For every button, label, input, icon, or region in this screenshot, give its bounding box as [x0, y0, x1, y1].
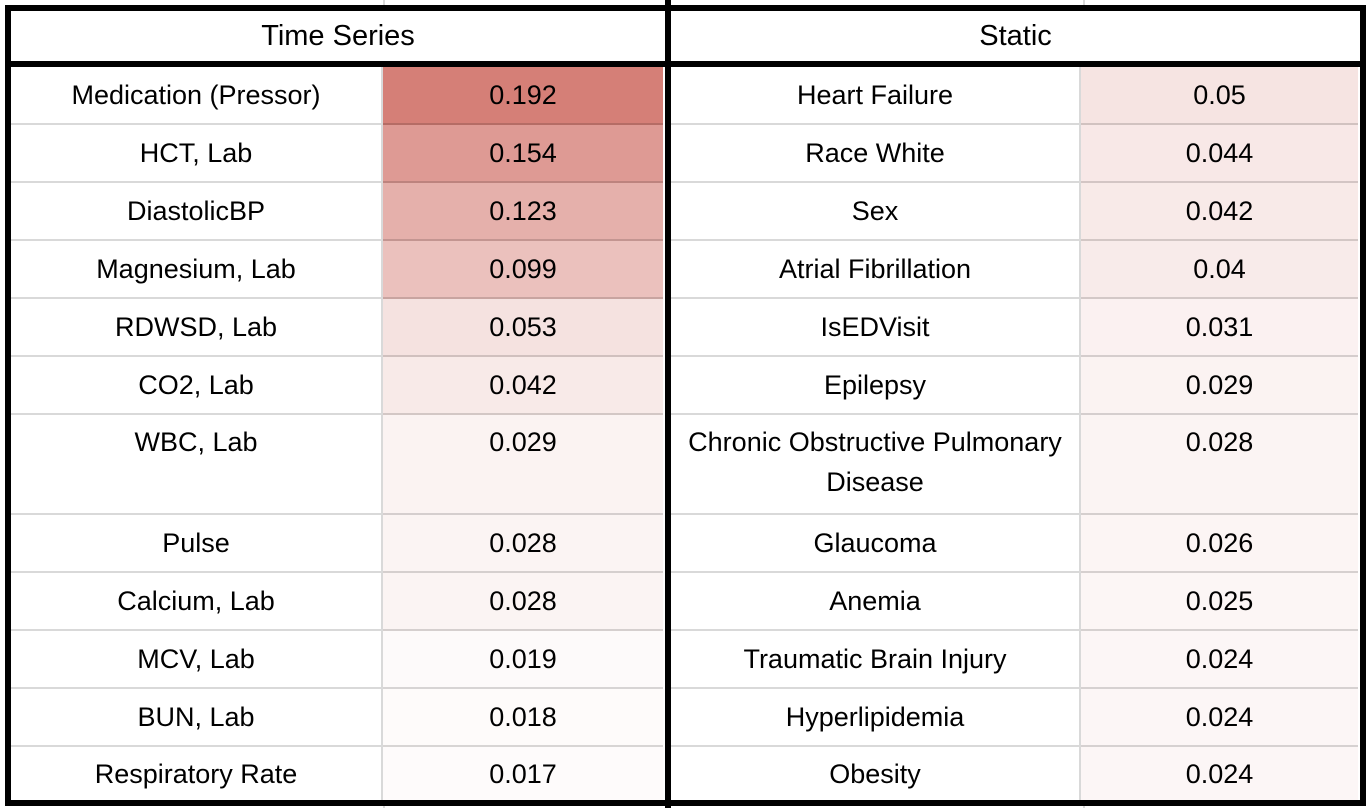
feature-label: Medication (Pressor): [11, 67, 383, 125]
feature-label: Calcium, Lab: [11, 573, 383, 631]
importance-value: 0.029: [1081, 357, 1358, 415]
feature-label: Traumatic Brain Injury: [671, 631, 1081, 689]
feature-label: Chronic Obstructive Pulmonary Disease: [671, 415, 1081, 515]
time-series-rows: Medication (Pressor) 0.192 HCT, Lab 0.154 Di…: [11, 67, 665, 800]
section-header-time-series: Time Series: [11, 11, 665, 67]
table-row: Medication (Pressor) 0.192: [11, 67, 665, 125]
table-row: Anemia 0.025: [671, 573, 1360, 631]
importance-value: 0.123: [383, 183, 663, 241]
importance-value: 0.044: [1081, 125, 1358, 183]
table-row: Respiratory Rate 0.017: [11, 747, 665, 800]
importance-value: 0.024: [1081, 631, 1358, 689]
feature-label: RDWSD, Lab: [11, 299, 383, 357]
gridline-stub: [383, 806, 385, 808]
feature-label: Hyperlipidemia: [671, 689, 1081, 747]
feature-label: Heart Failure: [671, 67, 1081, 125]
importance-value: 0.04: [1081, 241, 1358, 299]
gridline-stub: [383, 0, 385, 5]
table-row: Glaucoma 0.026: [671, 515, 1360, 573]
table-row: Race White 0.044: [671, 125, 1360, 183]
table-row: Epilepsy 0.029: [671, 357, 1360, 415]
table-row: Magnesium, Lab 0.099: [11, 241, 665, 299]
importance-value: 0.154: [383, 125, 663, 183]
importance-value: 0.05: [1081, 67, 1358, 125]
table-row: Calcium, Lab 0.028: [11, 573, 665, 631]
importance-value: 0.025: [1081, 573, 1358, 631]
feature-label: Glaucoma: [671, 515, 1081, 573]
importance-value: 0.053: [383, 299, 663, 357]
feature-label: Sex: [671, 183, 1081, 241]
importance-value: 0.024: [1081, 689, 1358, 747]
table-row: HCT, Lab 0.154: [11, 125, 665, 183]
feature-label: Magnesium, Lab: [11, 241, 383, 299]
importance-value: 0.024: [1081, 747, 1358, 800]
table-row: MCV, Lab 0.019: [11, 631, 665, 689]
feature-label: WBC, Lab: [11, 415, 383, 515]
importance-value: 0.029: [383, 415, 663, 515]
feature-label: HCT, Lab: [11, 125, 383, 183]
feature-label: IsEDVisit: [671, 299, 1081, 357]
table-row: BUN, Lab 0.018: [11, 689, 665, 747]
importance-value: 0.028: [1081, 415, 1358, 515]
feature-label: MCV, Lab: [11, 631, 383, 689]
gridline-stub: [1083, 0, 1085, 5]
importance-value: 0.018: [383, 689, 663, 747]
importance-value: 0.192: [383, 67, 663, 125]
table-row: Sex 0.042: [671, 183, 1360, 241]
table-row: Heart Failure 0.05: [671, 67, 1360, 125]
importance-value: 0.017: [383, 747, 663, 800]
section-static: Static Heart Failure 0.05 Race White 0.044 S…: [671, 11, 1360, 800]
static-rows: Heart Failure 0.05 Race White 0.044 Sex 0.042…: [671, 67, 1360, 800]
feature-label: Epilepsy: [671, 357, 1081, 415]
gridline-stub: [1083, 806, 1085, 808]
importance-value: 0.028: [383, 573, 663, 631]
section-divider: [665, 11, 671, 800]
gridline-stub: [665, 0, 671, 5]
feature-label: Race White: [671, 125, 1081, 183]
feature-label: CO2, Lab: [11, 357, 383, 415]
feature-label: Anemia: [671, 573, 1081, 631]
feature-label: Obesity: [671, 747, 1081, 800]
table-row: Hyperlipidemia 0.024: [671, 689, 1360, 747]
importance-value: 0.042: [383, 357, 663, 415]
table-row: Chronic Obstructive Pulmonary Disease 0.0…: [671, 415, 1360, 515]
table-row: RDWSD, Lab 0.053: [11, 299, 665, 357]
importance-value: 0.042: [1081, 183, 1358, 241]
table-row: Pulse 0.028: [11, 515, 665, 573]
table-row: CO2, Lab 0.042: [11, 357, 665, 415]
table-row: IsEDVisit 0.031: [671, 299, 1360, 357]
importance-value: 0.031: [1081, 299, 1358, 357]
table-row: Atrial Fibrillation 0.04: [671, 241, 1360, 299]
feature-label: DiastolicBP: [11, 183, 383, 241]
section-header-static: Static: [671, 11, 1360, 67]
table-row: WBC, Lab 0.029: [11, 415, 665, 515]
importance-table: Time Series Medication (Pressor) 0.192 HCT…: [5, 5, 1366, 806]
gridline-stub: [665, 806, 671, 808]
table-row: Obesity 0.024: [671, 747, 1360, 800]
importance-value: 0.028: [383, 515, 663, 573]
section-time-series: Time Series Medication (Pressor) 0.192 HCT…: [11, 11, 665, 800]
importance-value: 0.099: [383, 241, 663, 299]
importance-value: 0.019: [383, 631, 663, 689]
feature-label: Respiratory Rate: [11, 747, 383, 800]
feature-label: Pulse: [11, 515, 383, 573]
feature-label: Atrial Fibrillation: [671, 241, 1081, 299]
table-row: Traumatic Brain Injury 0.024: [671, 631, 1360, 689]
importance-value: 0.026: [1081, 515, 1358, 573]
feature-label: BUN, Lab: [11, 689, 383, 747]
table-row: DiastolicBP 0.123: [11, 183, 665, 241]
